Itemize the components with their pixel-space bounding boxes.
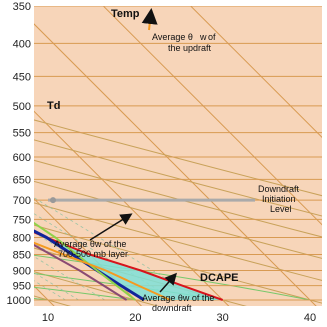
layer-arrow xyxy=(89,213,133,241)
dcape-area xyxy=(34,231,223,300)
dry-adiabat-line xyxy=(34,159,322,238)
pressure-tick-label: 950 xyxy=(13,281,31,293)
pressure-tick-label: 750 xyxy=(13,214,31,226)
dry-adiabat-line xyxy=(34,180,322,259)
isotherm-line xyxy=(189,6,322,139)
pressure-tick-label: 850 xyxy=(13,249,31,261)
downdraft-initiation-marker xyxy=(50,197,56,204)
pressure-tick-label: 700 xyxy=(13,195,31,207)
pressure-tick-label: 400 xyxy=(13,38,31,50)
pressure-tick-label: 550 xyxy=(13,128,31,140)
downdraft-level-label: Downdraft xyxy=(258,184,300,194)
isotherm-line xyxy=(34,110,230,306)
pressure-tick-label: 450 xyxy=(13,71,31,83)
pressure-tick-label: 900 xyxy=(13,265,31,277)
labels-layer: 350 400 450 500 550 600 650 700 750 800 850 900 950 1… xyxy=(7,1,317,324)
temp-label: Temp xyxy=(111,8,140,20)
dry-adiabat-line xyxy=(34,271,160,306)
updraft-label-2: the updraft xyxy=(168,43,212,53)
downdraft-level-label-3: Level xyxy=(270,204,292,214)
updraft-arrow xyxy=(141,8,158,31)
temperature-line xyxy=(34,231,224,301)
updraft-label: Average θ xyxy=(152,32,193,42)
layer-label: Average θw of the xyxy=(54,239,126,249)
updraft-line xyxy=(34,241,171,301)
isotherm-line xyxy=(102,6,322,226)
downdraft-label: Average θw of the xyxy=(142,293,214,303)
updraft-label-sub: w xyxy=(199,32,207,42)
dry-adiabat-line xyxy=(34,119,322,197)
series-layer xyxy=(34,8,255,302)
temperature-tick-label: 40 xyxy=(304,312,316,324)
pressure-tick-label: 600 xyxy=(13,152,31,164)
dry-adiabat-line xyxy=(0,0,8,314)
temperature-tick-label: 20 xyxy=(129,312,141,324)
pressure-tick-label: 1000 xyxy=(7,295,31,307)
temperature-tick-label: 10 xyxy=(42,312,54,324)
dry-adiabat-line xyxy=(34,224,322,304)
temperature-tick-label: 30 xyxy=(217,312,229,324)
pressure-tick-label: 500 xyxy=(13,101,31,113)
updraft-label-of: of xyxy=(208,32,216,42)
mixing-ratio-line xyxy=(34,197,202,301)
td-label: Td xyxy=(47,100,60,112)
downdraft-label-2: downdraft xyxy=(152,303,192,313)
dry-adiabat-line xyxy=(34,139,322,217)
downdraft-arrow xyxy=(159,272,177,293)
pressure-tick-label: 800 xyxy=(13,233,31,245)
dewpoint-line xyxy=(34,221,136,301)
layer-label-2: 700-500 mb layer xyxy=(58,249,128,259)
dcape-label: DCAPE xyxy=(200,272,239,284)
mixing-ratio-line xyxy=(0,106,4,300)
isotherm-line xyxy=(34,23,317,306)
downdraft-level-label-2: Initiation xyxy=(262,194,296,204)
dry-adiabat-line xyxy=(34,202,322,281)
mixing-ratio-line xyxy=(34,256,105,301)
pressure-tick-label: 350 xyxy=(13,1,31,13)
pressure-tick-label: 650 xyxy=(13,174,31,186)
wetbulb-line xyxy=(34,243,128,301)
